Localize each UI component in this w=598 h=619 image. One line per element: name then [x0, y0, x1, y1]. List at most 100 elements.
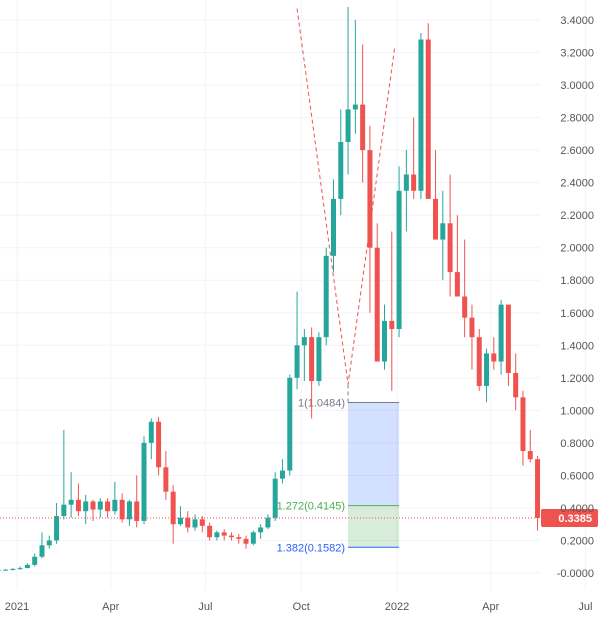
price-axis[interactable]: 3.4000 3.2000 3.0000 2.8000 2.6000 2.4000 2.20…	[557, 15, 594, 580]
price-tick-label: 1.0000	[560, 405, 594, 417]
candle-body	[454, 272, 460, 297]
candle-body	[265, 517, 271, 528]
candle-body	[221, 532, 227, 536]
fib-zone-1-to-1272	[348, 402, 400, 506]
candle-body	[24, 564, 30, 569]
candle-body	[148, 421, 154, 443]
time-tick-label: 2021	[5, 601, 29, 613]
candle-body	[243, 538, 249, 544]
price-tick-label: 0.8000	[560, 438, 594, 450]
candle-body	[352, 104, 358, 110]
candle-body	[462, 296, 468, 318]
candle-body	[382, 320, 388, 362]
candle-body	[61, 504, 67, 517]
price-tick-label: 2.8000	[560, 113, 594, 125]
candle-body	[440, 223, 446, 240]
candle-body	[185, 517, 191, 528]
candle-body	[418, 39, 424, 191]
candle-body	[75, 499, 81, 512]
candle-body	[0, 569, 1, 571]
candle-body	[396, 190, 402, 330]
time-tick-label: Oct	[293, 601, 310, 613]
candle-body	[54, 516, 60, 541]
price-tick-label: 0.2000	[560, 535, 594, 547]
candle-body	[126, 501, 132, 520]
candle-body	[141, 442, 147, 521]
candle-body	[330, 198, 336, 256]
candle-body	[250, 532, 256, 544]
price-tick-label: 2.6000	[560, 145, 594, 157]
candle-body	[520, 397, 526, 452]
candle-body	[505, 304, 511, 373]
price-tick-label: 3.0000	[560, 80, 594, 92]
price-tick-label: -0.0000	[557, 568, 594, 580]
fib-level-label: 1(1.0484)	[298, 397, 345, 409]
last-price-tag	[541, 508, 598, 527]
candle-body	[119, 499, 125, 520]
candle-body	[214, 532, 220, 538]
candle-body	[294, 345, 300, 378]
price-tick-label: 2.0000	[560, 243, 594, 255]
price-tick-label: 1.8000	[560, 275, 594, 287]
price-tick-label: 0.6000	[560, 470, 594, 482]
time-tick-label: Apr	[482, 601, 499, 613]
candle-body	[170, 491, 176, 525]
candle-body	[469, 317, 475, 338]
candle-body	[177, 517, 183, 525]
candle-body	[279, 470, 285, 479]
candle-body	[105, 501, 111, 512]
candle-body	[68, 499, 74, 505]
fib-extension-tool[interactable]: 1(1.0484) 1.272(0.4145) 1.382(0.1582)	[277, 8, 400, 555]
candle-body	[134, 501, 140, 521]
candle-body	[301, 337, 307, 346]
candle-body	[46, 540, 52, 546]
candle-body	[258, 527, 264, 533]
price-tick-label: 2.4000	[560, 178, 594, 190]
candle-body	[360, 104, 366, 151]
candle-body	[491, 353, 497, 362]
grid	[0, 0, 586, 590]
candle-body	[447, 223, 453, 273]
candle-body	[10, 568, 16, 570]
candle-body	[163, 467, 169, 492]
time-tick-label: Apr	[102, 601, 119, 613]
candle-body	[403, 174, 409, 191]
candle-body	[309, 337, 315, 382]
candles	[0, 6, 541, 571]
time-tick-label: 2022	[385, 601, 409, 613]
candle-body	[527, 451, 533, 460]
candle-body	[513, 372, 519, 398]
candle-body	[112, 499, 118, 512]
candle-body	[389, 320, 395, 330]
candle-body	[236, 537, 242, 539]
candle-body	[90, 501, 96, 510]
candle-body	[17, 568, 23, 570]
candle-body	[3, 569, 9, 571]
overlay: 0.3385	[0, 508, 598, 527]
time-tick-label: Jul	[578, 601, 592, 613]
price-tick-label: 1.2000	[560, 373, 594, 385]
candle-body	[476, 337, 482, 386]
candle-body	[433, 198, 439, 240]
time-axis[interactable]: 2021 Apr Jul Oct 2022 Apr Jul	[5, 601, 593, 613]
candle-body	[484, 353, 490, 386]
price-tick-label: 3.4000	[560, 15, 594, 27]
candle-body	[39, 545, 45, 557]
candle-body	[374, 247, 380, 362]
candle-body	[411, 174, 417, 191]
candle-body	[323, 255, 329, 338]
fib-level-label: 1.272(0.4145)	[277, 501, 346, 513]
candle-body	[192, 519, 198, 528]
candle-body	[367, 150, 373, 248]
time-tick-label: Jul	[198, 601, 212, 613]
candle-body	[498, 304, 504, 362]
candle-body	[199, 519, 205, 526]
candle-body	[207, 525, 213, 538]
candle-body	[97, 501, 103, 510]
candle-body	[83, 501, 89, 512]
candle-body	[425, 39, 431, 199]
candle-body	[32, 556, 38, 565]
